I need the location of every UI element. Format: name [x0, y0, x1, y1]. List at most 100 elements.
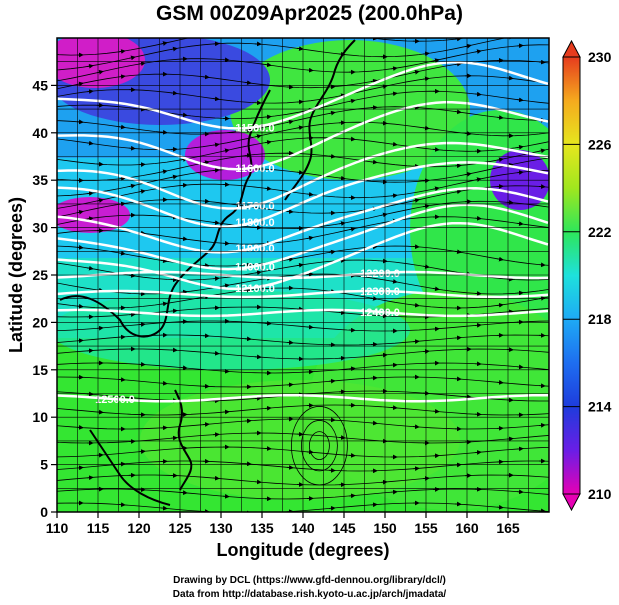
wind-arrow — [180, 236, 188, 242]
wind-arrow — [212, 220, 220, 225]
colorbar-top-triangle — [562, 39, 581, 58]
wind-arrow — [454, 109, 462, 115]
wind-arrow — [264, 405, 272, 411]
wind-arrow — [160, 505, 168, 511]
colorbar-gradient — [562, 56, 581, 495]
x-tick-label: 145 — [332, 520, 356, 536]
x-tick-label: 135 — [250, 520, 274, 536]
credit-drawing: Drawing by DCL (https://www.gfd-dennou.o… — [173, 575, 446, 586]
wind-arrow — [160, 380, 168, 386]
wind-arrow — [180, 112, 188, 118]
chart-title: GSM 00Z09Apr2025 (200.0hPa) — [156, 2, 463, 25]
height-contour — [57, 101, 549, 171]
wind-arrow — [464, 131, 472, 136]
wind-arrow — [412, 198, 420, 203]
wind-arrow — [538, 59, 546, 65]
wind-arrow — [296, 46, 304, 51]
japan-line — [284, 39, 356, 201]
wind-arrow — [390, 66, 398, 71]
contour-layer: 11500.011600.011700.011800.011900.012000… — [57, 61, 549, 406]
y-axis: 0 5 10 15 20 25 30 35 40 45 — [32, 77, 57, 520]
y-tick-label: 20 — [32, 314, 48, 330]
wind-arrow — [306, 324, 314, 330]
wind-arrow — [170, 435, 178, 441]
colorbar-tick-label: 226 — [588, 136, 612, 152]
wind-arrow — [244, 336, 252, 342]
wind-arrow — [138, 61, 146, 67]
wind-arrow — [390, 141, 398, 147]
wind-arrow — [497, 31, 503, 32]
y-tick-label: 0 — [40, 504, 48, 520]
colorbar-tick-label: 210 — [588, 486, 612, 502]
wind-arrow — [212, 475, 220, 481]
wind-arrow — [118, 49, 126, 54]
x-tick-label: 115 — [87, 520, 110, 536]
contour-label: 12300.0 — [360, 286, 400, 298]
wind-arrow — [390, 279, 398, 284]
wind-arrow — [160, 169, 168, 175]
wind-arrow — [464, 43, 472, 49]
contour-label: 12200.0 — [360, 268, 400, 280]
y-tick-label: 45 — [32, 77, 48, 93]
height-contour — [57, 187, 549, 254]
wind-arrow — [474, 322, 482, 328]
wind-arrow — [464, 394, 472, 400]
asia-coast-line — [59, 89, 271, 338]
colorbar: 210 214 218 222 226 230 — [562, 39, 612, 512]
wind-arrow — [390, 91, 398, 97]
contour-label: 12100.0 — [235, 283, 275, 295]
wind-arrow — [296, 125, 304, 131]
y-tick-label: 10 — [32, 409, 48, 425]
wind-arrow — [370, 420, 378, 426]
colorbar-tick-label: 230 — [588, 49, 612, 65]
wind-arrow — [202, 160, 210, 165]
streamline — [57, 38, 468, 56]
contour-label: 12500.0 — [95, 394, 135, 406]
wind-arrow — [76, 303, 84, 309]
x-tick-label: 120 — [127, 520, 151, 536]
wind-arrow — [516, 170, 524, 175]
wind-arrow — [212, 350, 220, 356]
wind-arrow — [539, 22, 545, 23]
credit-data: Data from http://database.rish.kyoto-u.a… — [172, 589, 447, 600]
wind-arrow — [244, 80, 252, 86]
y-tick-label: 35 — [32, 172, 48, 188]
y-tick-label: 40 — [32, 125, 48, 141]
wind-arrow — [348, 366, 356, 372]
grid-lines — [57, 38, 549, 512]
wind-arrow — [380, 84, 388, 90]
wind-arrow — [244, 287, 252, 293]
wind-arrow — [128, 55, 136, 61]
wind-arrow — [264, 186, 272, 191]
wind-arrow — [222, 409, 230, 415]
wind-arrow — [86, 265, 94, 271]
wind-arrow — [474, 91, 482, 97]
wind-arrow — [474, 49, 482, 54]
wind-arrow — [412, 69, 420, 75]
colorbar-tick-label: 218 — [588, 311, 612, 327]
wind-arrow — [76, 338, 84, 344]
x-axis: 110 115 120 125 130 135 140 145 150 155 160 165 — [46, 512, 520, 536]
wind-arrow — [380, 352, 388, 358]
wind-arrow — [138, 449, 146, 454]
wind-arrow — [496, 380, 504, 385]
x-tick-label: 140 — [291, 520, 315, 536]
wind-arrow — [328, 505, 336, 511]
wind-arrow — [170, 308, 178, 314]
wind-arrow — [212, 142, 220, 148]
wind-arrow — [76, 81, 84, 87]
wind-arrow — [516, 364, 524, 370]
wind-arrow — [128, 273, 136, 278]
wind-arrow — [76, 245, 84, 250]
wind-arrow — [180, 289, 188, 295]
contour-label: 12400.0 — [360, 307, 400, 319]
wind-arrow — [496, 302, 504, 308]
wind-arrow — [286, 257, 294, 262]
wind-arrow — [306, 67, 314, 73]
wind-arrow — [380, 212, 388, 218]
wind-arrow — [296, 99, 304, 105]
wind-arrow — [180, 490, 188, 496]
wind-arrow — [170, 90, 178, 96]
wind-arrow — [138, 322, 146, 327]
